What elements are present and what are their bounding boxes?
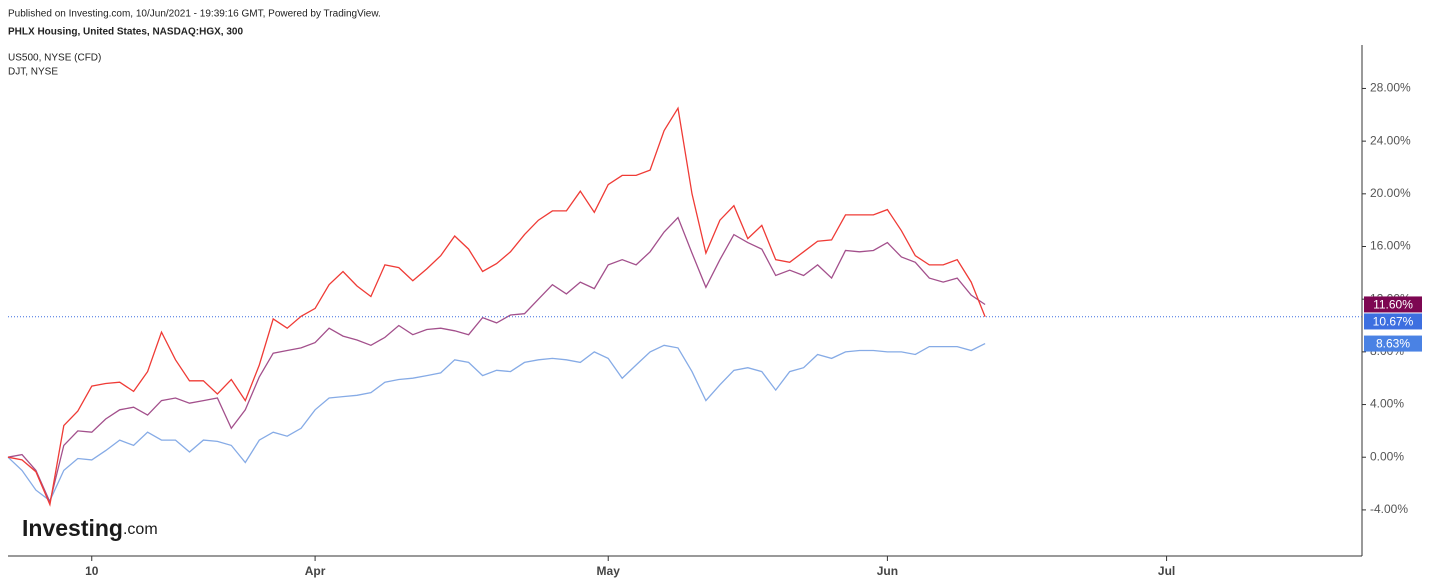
y-tick-label: 16.00% — [1370, 239, 1411, 253]
value-tag-label: 11.60% — [1373, 298, 1413, 312]
x-tick-label: Jul — [1158, 564, 1175, 578]
series-line — [7, 106, 986, 507]
y-tick-label: 24.00% — [1370, 133, 1411, 147]
logo-suffix: .com — [123, 521, 158, 538]
y-tick-label: 0.00% — [1370, 449, 1404, 463]
legend-entry: DJT, NYSE — [8, 67, 58, 78]
value-tag — [1364, 335, 1422, 352]
series-line — [7, 343, 986, 502]
chart-title: PHLX Housing, United States, NASDAQ:HGX,… — [8, 27, 243, 38]
y-tick-label: -4.00% — [1370, 502, 1408, 516]
x-tick-label: Apr — [305, 564, 326, 578]
series-line — [7, 216, 986, 505]
logo-main: Investing — [22, 515, 123, 541]
value-tag-label: 8.63% — [1376, 337, 1410, 351]
x-tick-label: May — [597, 564, 621, 578]
x-tick-label: Jun — [877, 564, 898, 578]
value-tag — [1364, 313, 1422, 330]
value-tag-label: 10.67% — [1373, 315, 1414, 329]
y-tick-label: 28.00% — [1370, 81, 1411, 95]
legend-entry: US500, NYSE (CFD) — [8, 53, 101, 64]
y-tick-label: 4.00% — [1370, 397, 1404, 411]
y-tick-label: 20.00% — [1370, 186, 1411, 200]
published-note: Published on Investing.com, 10/Jun/2021 … — [8, 9, 381, 20]
value-tag — [1364, 296, 1422, 313]
logo: Investing.com — [22, 515, 158, 541]
x-tick-label: 10 — [85, 564, 99, 578]
